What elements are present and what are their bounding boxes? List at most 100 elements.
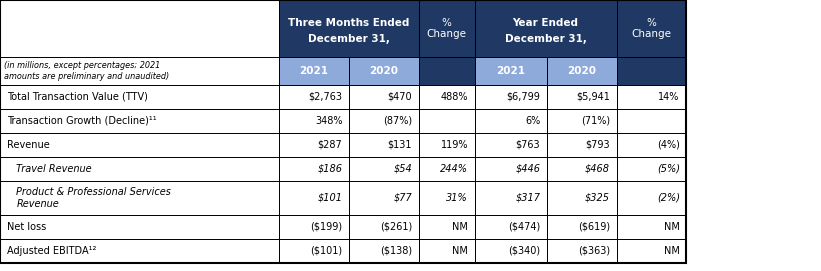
Bar <box>279 57 349 85</box>
Text: Year Ended: Year Ended <box>512 18 579 28</box>
Bar <box>547 109 617 133</box>
Text: 2021: 2021 <box>496 66 525 76</box>
Text: $5,941: $5,941 <box>576 92 610 102</box>
Bar <box>547 215 617 239</box>
Text: Three Months Ended: Three Months Ended <box>288 18 410 28</box>
Text: 2021: 2021 <box>300 66 328 76</box>
Text: $470: $470 <box>388 92 412 102</box>
Bar <box>475 215 547 239</box>
Bar <box>349 157 419 181</box>
Bar <box>279 109 349 133</box>
Text: $6,799: $6,799 <box>507 92 540 102</box>
Bar <box>547 157 617 181</box>
Bar <box>0 57 279 85</box>
Text: $287: $287 <box>318 140 342 150</box>
Bar <box>279 85 349 109</box>
Bar <box>617 85 686 109</box>
Bar <box>419 157 475 181</box>
Bar <box>419 85 475 109</box>
Text: ($199): ($199) <box>310 222 342 232</box>
Bar <box>0 0 279 57</box>
Bar <box>617 57 686 85</box>
Text: ($138): ($138) <box>380 246 412 256</box>
Text: 244%: 244% <box>440 164 468 174</box>
Text: 14%: 14% <box>658 92 680 102</box>
Bar <box>419 239 475 263</box>
Text: 2020: 2020 <box>567 66 596 76</box>
Bar <box>475 109 547 133</box>
Text: ($474): ($474) <box>508 222 540 232</box>
Text: Adjusted EBITDA¹²: Adjusted EBITDA¹² <box>7 246 96 256</box>
Text: $446: $446 <box>516 164 540 174</box>
Bar <box>349 215 419 239</box>
Text: $468: $468 <box>585 164 610 174</box>
Bar <box>617 0 686 57</box>
Bar <box>0 239 279 263</box>
Bar <box>0 215 279 239</box>
Bar <box>419 181 475 215</box>
Text: December 31,: December 31, <box>505 34 586 44</box>
Bar <box>617 133 686 157</box>
Text: $77: $77 <box>393 193 412 203</box>
Text: $793: $793 <box>585 140 610 150</box>
Text: ($340): ($340) <box>508 246 540 256</box>
Bar <box>475 85 547 109</box>
Bar <box>617 239 686 263</box>
Bar <box>0 109 279 133</box>
Text: (2%): (2%) <box>657 193 680 203</box>
Bar <box>419 215 475 239</box>
Bar <box>0 0 686 263</box>
Bar <box>0 181 279 215</box>
Bar <box>349 57 419 85</box>
Text: (71%): (71%) <box>581 116 610 126</box>
Text: 348%: 348% <box>315 116 342 126</box>
Text: ($619): ($619) <box>578 222 610 232</box>
Text: 2020: 2020 <box>369 66 398 76</box>
Bar <box>279 157 349 181</box>
Text: 488%: 488% <box>441 92 468 102</box>
Text: ($363): ($363) <box>578 246 610 256</box>
Bar <box>419 0 475 57</box>
Text: December 31,: December 31, <box>308 34 390 44</box>
Bar <box>475 133 547 157</box>
Text: Revenue: Revenue <box>7 140 49 150</box>
Text: $54: $54 <box>393 164 412 174</box>
Bar <box>349 85 419 109</box>
Bar <box>0 133 279 157</box>
Text: %
Change: % Change <box>631 18 672 39</box>
Bar <box>279 133 349 157</box>
Bar <box>0 263 686 271</box>
Text: Transaction Growth (Decline)¹¹: Transaction Growth (Decline)¹¹ <box>7 116 156 126</box>
Bar <box>547 85 617 109</box>
Bar <box>349 133 419 157</box>
Text: (in millions, except percentages; 2021
amounts are preliminary and unaudited): (in millions, except percentages; 2021 a… <box>4 61 169 80</box>
Text: Net loss: Net loss <box>7 222 46 232</box>
Bar <box>419 133 475 157</box>
Bar <box>349 181 419 215</box>
Bar <box>349 239 419 263</box>
Text: NM: NM <box>452 222 468 232</box>
Bar <box>279 181 349 215</box>
Bar <box>349 109 419 133</box>
Text: ($261): ($261) <box>380 222 412 232</box>
Text: $317: $317 <box>516 193 540 203</box>
Bar <box>475 157 547 181</box>
Bar <box>475 181 547 215</box>
Text: 6%: 6% <box>525 116 540 126</box>
Text: NM: NM <box>664 222 680 232</box>
Bar <box>279 239 349 263</box>
Text: $186: $186 <box>318 164 342 174</box>
Text: NM: NM <box>452 246 468 256</box>
Text: $2,763: $2,763 <box>309 92 342 102</box>
Text: $763: $763 <box>516 140 540 150</box>
Text: Travel Revenue: Travel Revenue <box>16 164 92 174</box>
Bar <box>475 239 547 263</box>
Text: %
Change: % Change <box>427 18 466 39</box>
Text: 119%: 119% <box>441 140 468 150</box>
Text: Total Transaction Value (TTV): Total Transaction Value (TTV) <box>7 92 148 102</box>
Bar <box>547 57 617 85</box>
Bar <box>617 109 686 133</box>
Bar <box>617 181 686 215</box>
Bar <box>0 157 279 181</box>
Text: Product & Professional Services
Revenue: Product & Professional Services Revenue <box>16 187 172 209</box>
